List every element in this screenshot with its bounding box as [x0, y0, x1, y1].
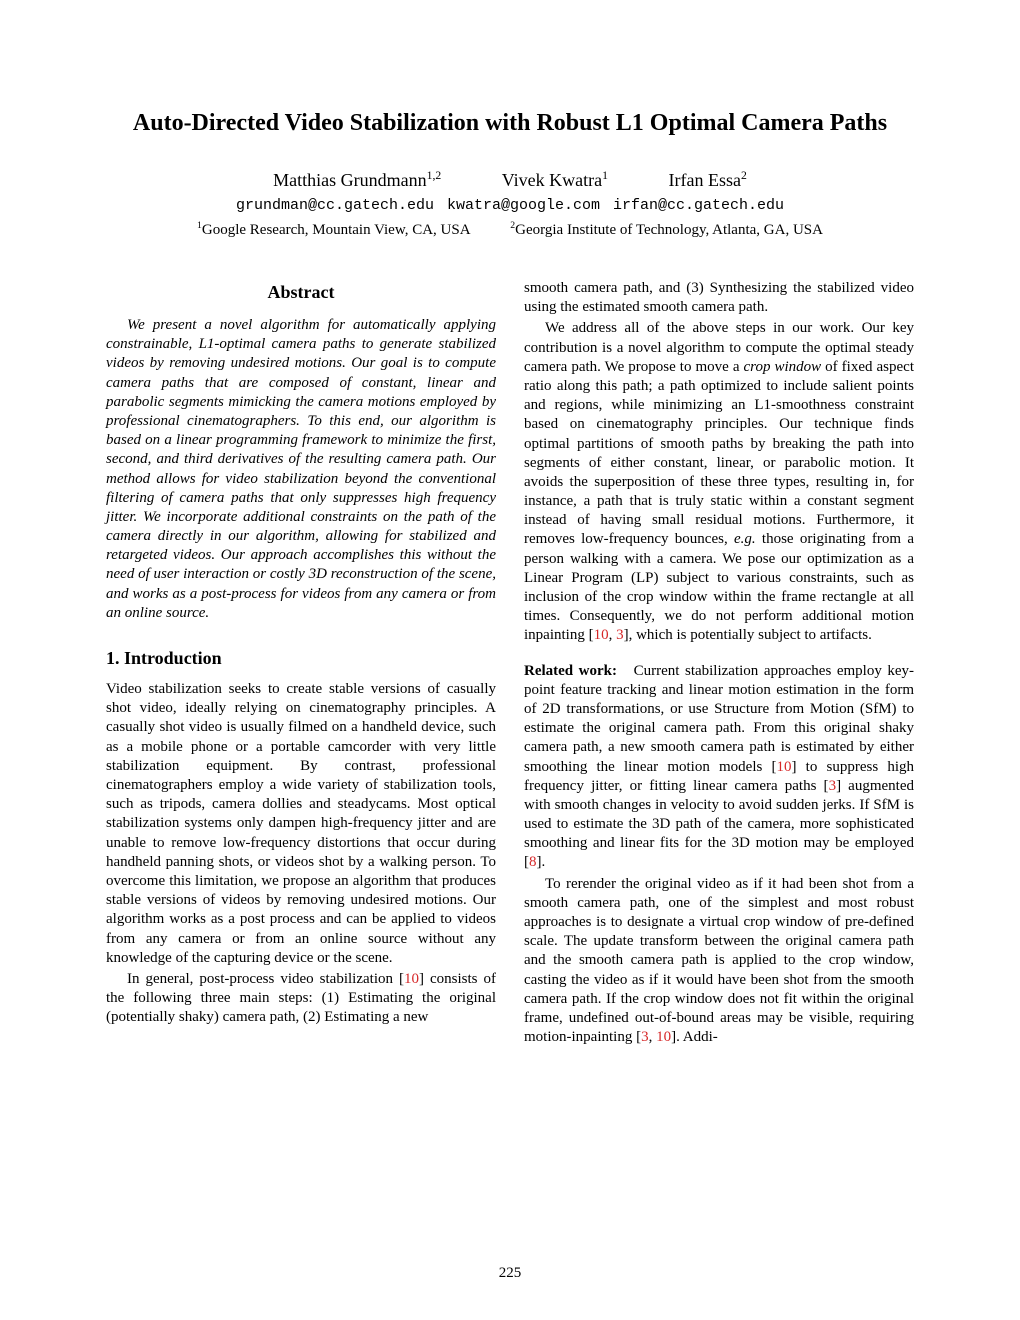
- emails-line: grundman@cc.gatech.edu kwatra@google.com…: [106, 197, 914, 214]
- text-span: of fixed aspect ratio along this path; a…: [524, 359, 914, 548]
- affiliations-line: 1Google Research, Mountain View, CA, USA…: [106, 220, 914, 239]
- citation: 10: [404, 971, 419, 987]
- author-name: Irfan Essa: [669, 170, 741, 190]
- section-heading-intro: 1. Introduction: [106, 647, 496, 670]
- page-number: 225: [0, 1265, 1020, 1282]
- citation: 3: [829, 778, 837, 794]
- text-span: ].: [537, 854, 546, 870]
- col2-paragraph-1: smooth camera path, and (3) Synthesizing…: [524, 279, 914, 317]
- text-span: ]. Addi-: [671, 1029, 718, 1045]
- affiliation-2: 2Georgia Institute of Technology, Atlant…: [510, 220, 823, 239]
- affil-text: Google Research, Mountain View, CA, USA: [202, 222, 471, 238]
- author-sup: 1: [602, 169, 608, 182]
- author-2: Vivek Kwatra1: [502, 169, 608, 191]
- author-line: Matthias Grundmann1,2 Vivek Kwatra1 Irfa…: [106, 169, 914, 191]
- intro-paragraph-1: Video stabilization seeks to create stab…: [106, 680, 496, 968]
- italic-eg: e.g.: [734, 531, 756, 547]
- affil-text: Georgia Institute of Technology, Atlanta…: [515, 222, 823, 238]
- affiliation-1: 1Google Research, Mountain View, CA, USA: [197, 220, 471, 239]
- author-sup: 1,2: [427, 169, 442, 182]
- text-span: ], which is potentially subject to artif…: [624, 627, 872, 643]
- abstract-body: We present a novel algorithm for automat…: [106, 316, 496, 623]
- intro-paragraph-2: In general, post-process video stabiliza…: [106, 970, 496, 1028]
- paper-title: Auto-Directed Video Stabilization with R…: [106, 110, 914, 137]
- text-span: In general, post-process video stabiliza…: [127, 971, 404, 987]
- author-sup: 2: [741, 169, 747, 182]
- author-name: Matthias Grundmann: [273, 170, 426, 190]
- citation: 3: [641, 1029, 649, 1045]
- author-name: Vivek Kwatra: [502, 170, 602, 190]
- author-3: Irfan Essa2: [669, 169, 747, 191]
- related-work-runin: Related work:: [524, 663, 617, 679]
- related-work-paragraph-1: Related work: Current stabilization appr…: [524, 662, 914, 873]
- citation: 10: [594, 627, 609, 643]
- body-columns: Abstract We present a novel algorithm fo…: [106, 279, 914, 1047]
- citation: 10: [777, 759, 792, 775]
- citation: 3: [616, 627, 624, 643]
- text-span: ,: [649, 1029, 657, 1045]
- italic-term: crop window: [744, 359, 822, 375]
- citation: 10: [656, 1029, 671, 1045]
- spacer: [524, 648, 914, 662]
- text-span: ,: [609, 627, 617, 643]
- abstract-paragraph: We present a novel algorithm for automat…: [106, 316, 496, 623]
- citation: 8: [529, 854, 537, 870]
- author-1: Matthias Grundmann1,2: [273, 169, 441, 191]
- text-span: To rerender the original video as if it …: [524, 876, 914, 1046]
- abstract-heading: Abstract: [106, 281, 496, 304]
- col2-paragraph-2: We address all of the above steps in our…: [524, 319, 914, 645]
- related-work-paragraph-2: To rerender the original video as if it …: [524, 875, 914, 1048]
